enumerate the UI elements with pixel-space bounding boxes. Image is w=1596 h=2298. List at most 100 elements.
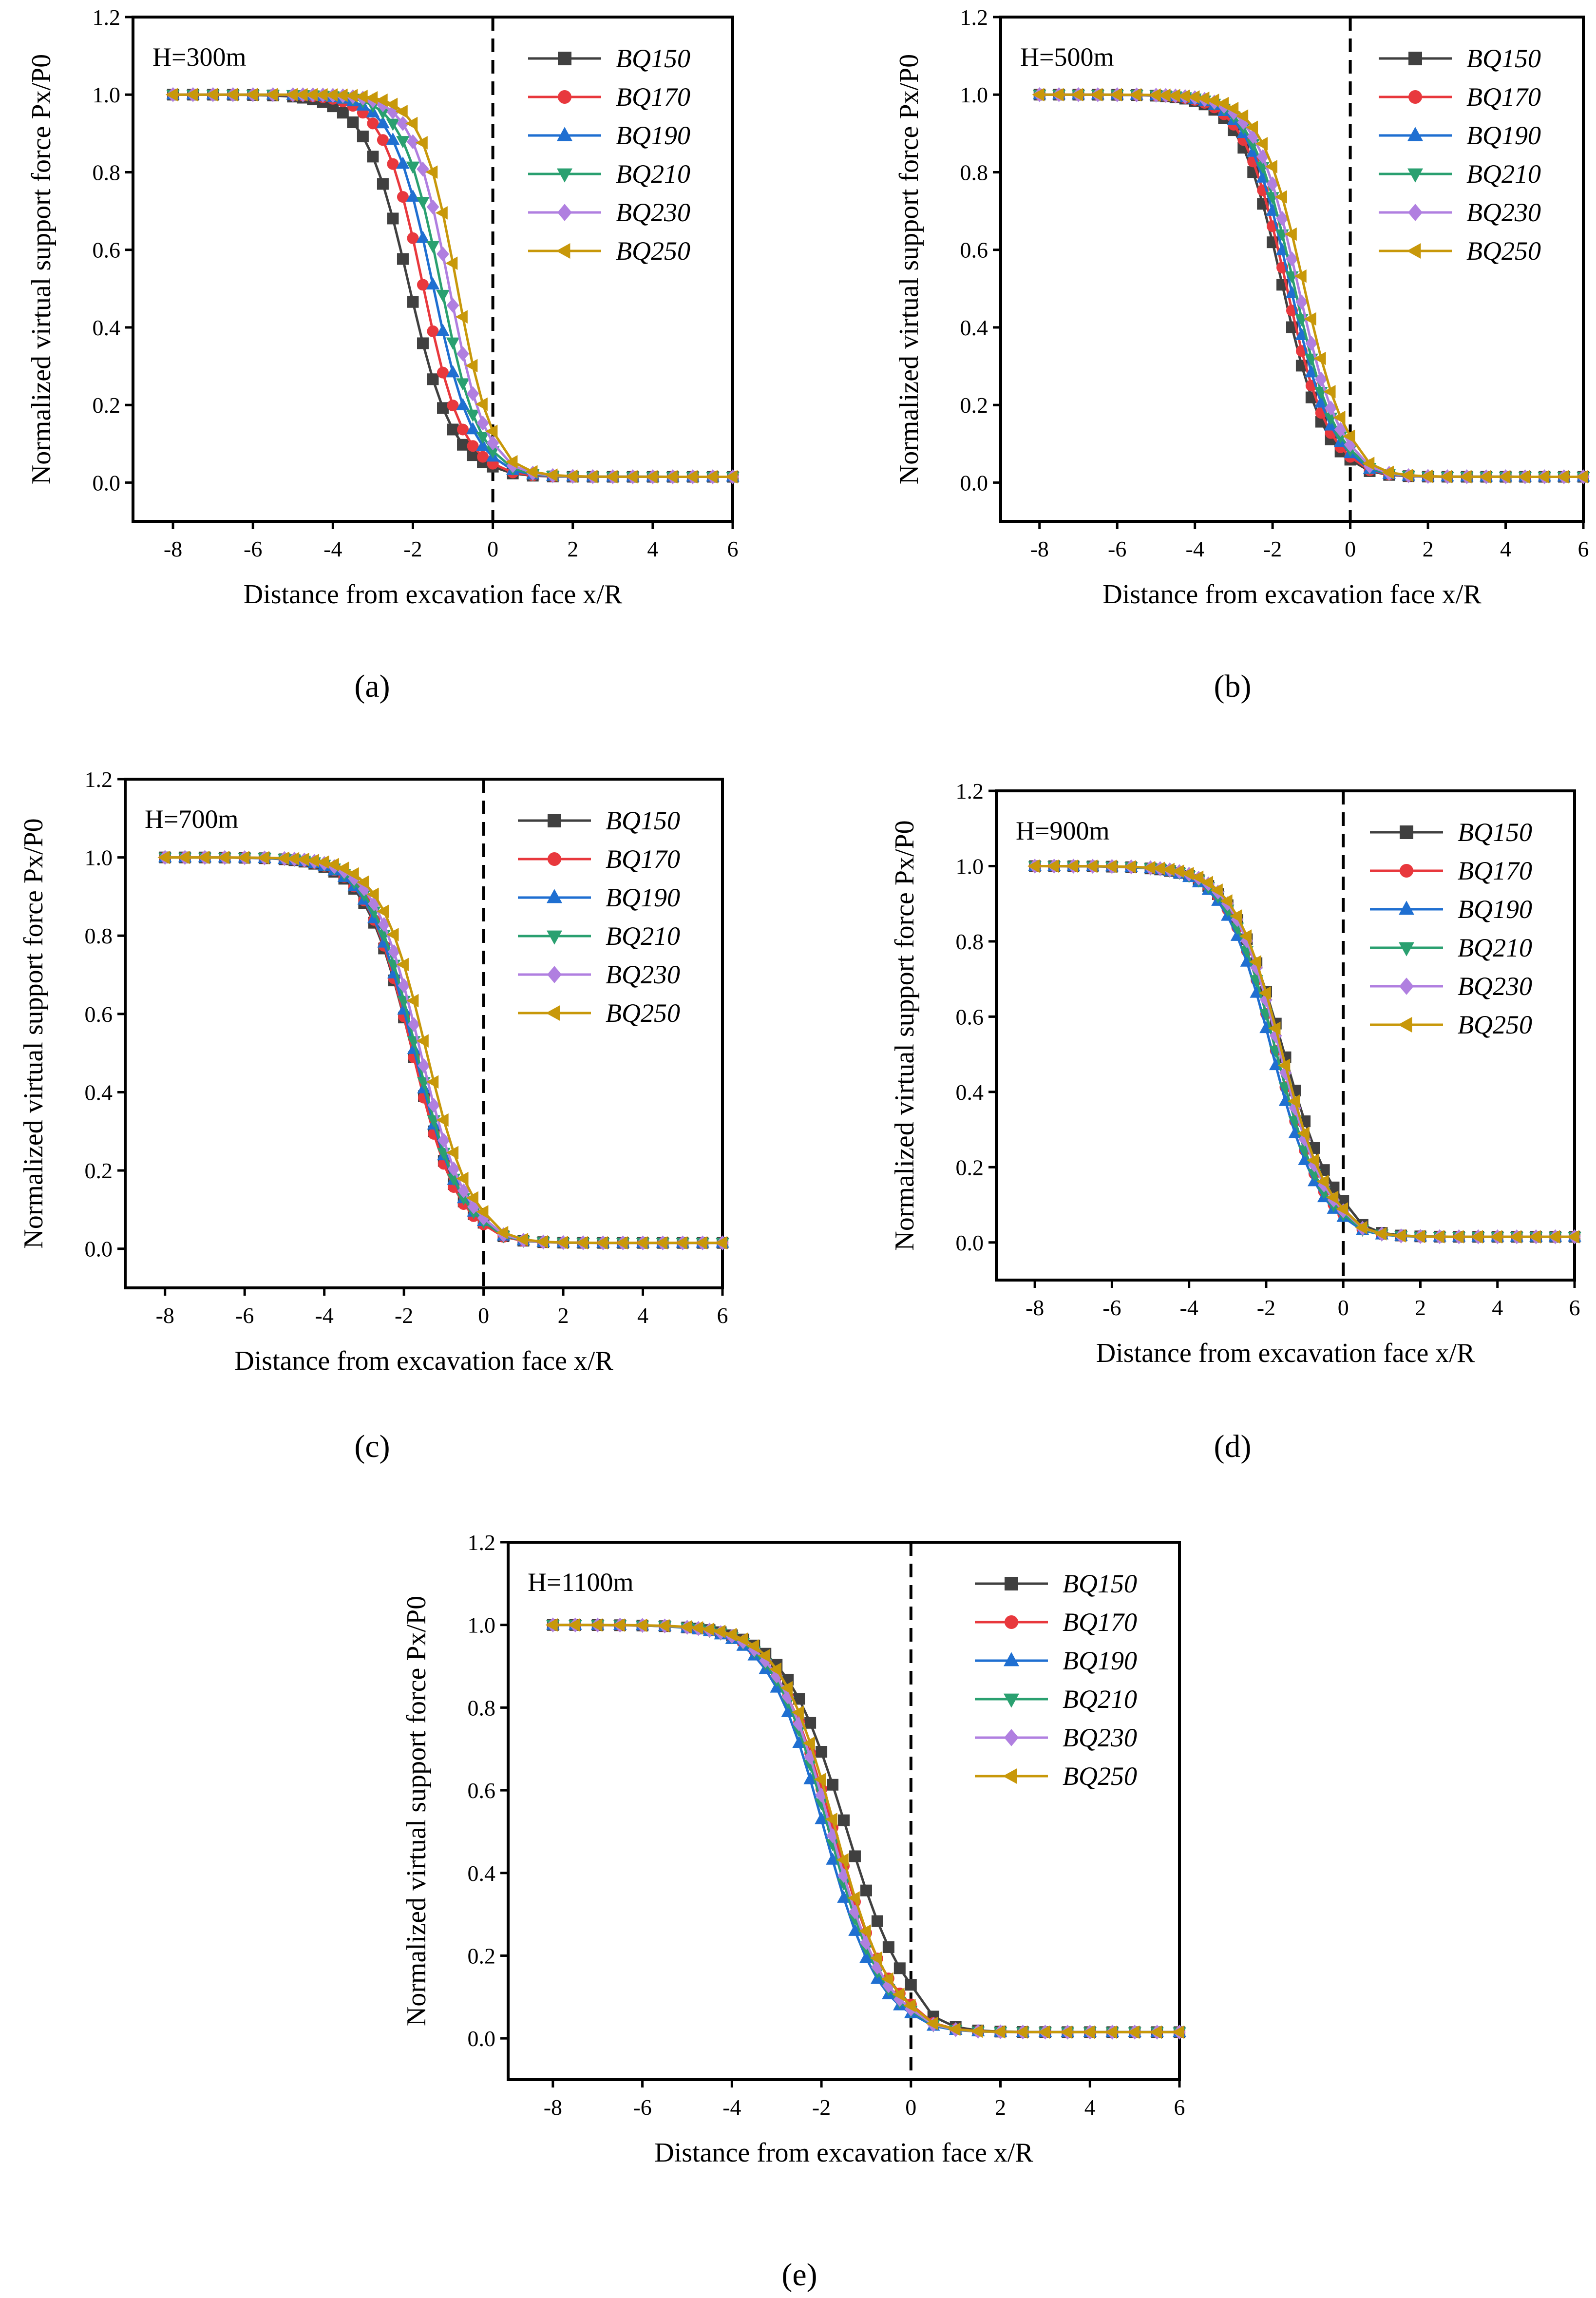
x-tick-label: 0	[1338, 1295, 1349, 1320]
data-point	[1432, 1230, 1444, 1244]
data-point	[1104, 860, 1117, 873]
y-tick-label: 0.4	[960, 315, 988, 340]
data-point	[346, 867, 359, 881]
y-tick-label: 1.0	[956, 854, 984, 879]
x-axis-label: Distance from excavation face x/R	[1102, 579, 1482, 610]
data-point	[406, 189, 420, 202]
data-point	[825, 1812, 837, 1826]
y-tick-label: 0.0	[960, 470, 988, 495]
data-point	[685, 470, 698, 484]
y-tick-label: 0.6	[85, 1002, 113, 1027]
data-point	[1149, 2025, 1162, 2039]
data-point	[387, 212, 399, 225]
y-tick-label: 0.4	[85, 1080, 113, 1105]
data-point	[836, 1853, 849, 1867]
data-point	[357, 131, 369, 143]
legend-label: BQ230	[606, 960, 680, 989]
data-point	[446, 1146, 459, 1160]
data-point	[446, 337, 460, 350]
data-point	[1032, 88, 1045, 102]
data-point	[386, 928, 399, 941]
data-point	[1374, 1227, 1387, 1241]
data-point	[466, 422, 480, 435]
data-point	[447, 400, 459, 412]
data-point	[1355, 1221, 1368, 1235]
data-point	[366, 887, 379, 901]
legend-marker	[1399, 977, 1414, 995]
data-point	[306, 854, 320, 867]
data-point	[367, 117, 379, 130]
series-line	[173, 93, 733, 478]
data-point	[376, 904, 389, 919]
data-point	[486, 435, 499, 451]
legend-label: BQ190	[1458, 895, 1532, 924]
legend-marker	[1407, 127, 1423, 141]
y-tick-label: 0.4	[468, 1861, 496, 1886]
data-point	[1172, 864, 1184, 878]
data-point	[297, 852, 309, 866]
legend-label: BQ150	[1458, 818, 1532, 847]
y-tick-label: 0.6	[468, 1778, 496, 1803]
data-point	[437, 366, 449, 379]
legend-label: BQ190	[606, 883, 680, 912]
data-point	[565, 469, 578, 483]
legend-label: BQ170	[616, 82, 690, 112]
data-point	[1027, 859, 1040, 873]
data-point	[447, 423, 459, 436]
legend-item-bq230: BQ230	[1370, 972, 1532, 1001]
x-tick-label: -2	[1257, 1295, 1275, 1320]
data-point	[1393, 1229, 1406, 1243]
legend-marker	[1004, 1729, 1019, 1746]
legend-marker	[558, 52, 571, 65]
data-point	[893, 1962, 906, 1974]
legend-label: BQ230	[1458, 972, 1532, 1001]
legend-item-bq170: BQ170	[518, 844, 680, 874]
x-tick-label: -2	[812, 2095, 831, 2120]
data-point	[1313, 351, 1326, 365]
data-point	[1305, 336, 1318, 351]
data-point	[1172, 2025, 1184, 2039]
data-point	[1295, 294, 1308, 310]
plot-frame	[995, 789, 1576, 1282]
data-point	[1276, 211, 1289, 226]
x-tick-label: -8	[1026, 1295, 1044, 1320]
data-point	[367, 151, 379, 163]
legend-label: BQ250	[1466, 236, 1541, 266]
y-tick-label: 0.2	[468, 1943, 496, 1968]
legend-item-bq230: BQ230	[518, 960, 680, 989]
data-point	[1286, 251, 1298, 267]
data-point	[405, 116, 418, 131]
data-point	[205, 88, 218, 102]
data-point	[466, 1191, 478, 1205]
data-point	[1316, 1174, 1329, 1188]
data-point	[416, 230, 430, 243]
data-point	[769, 1662, 781, 1676]
legend-item-bq210: BQ210	[518, 921, 680, 951]
data-point	[635, 1618, 647, 1632]
data-point	[993, 2025, 1006, 2039]
y-tick-label: 0.2	[93, 393, 121, 418]
series-line	[173, 93, 733, 478]
legend-label: BQ170	[1466, 82, 1541, 112]
data-point	[1413, 1229, 1425, 1244]
data-point	[595, 1236, 608, 1250]
y-axis-label: Normalized virtual support force Px/P0	[26, 54, 57, 484]
data-point	[680, 1620, 692, 1634]
legend-marker	[1400, 825, 1413, 839]
legend-item-bq210: BQ210	[528, 159, 690, 189]
data-point	[1051, 88, 1064, 102]
data-point	[1268, 1021, 1281, 1035]
data-point	[881, 1972, 893, 1986]
data-point	[847, 1891, 860, 1905]
data-point	[1197, 91, 1210, 105]
data-point	[505, 455, 518, 469]
data-point	[1362, 457, 1375, 470]
data-point	[357, 875, 369, 889]
x-tick-label: 2	[995, 2095, 1006, 2120]
data-point	[625, 470, 638, 484]
legend-label: BQ230	[616, 198, 690, 227]
x-tick-label: 2	[1423, 536, 1434, 561]
series-line	[1039, 93, 1584, 478]
data-point	[387, 158, 399, 170]
x-tick-label: -2	[403, 536, 422, 561]
